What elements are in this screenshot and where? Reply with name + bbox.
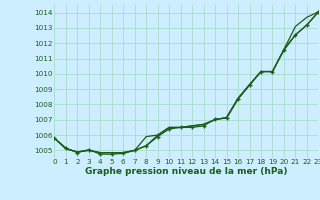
X-axis label: Graphe pression niveau de la mer (hPa): Graphe pression niveau de la mer (hPa) [85, 167, 288, 176]
